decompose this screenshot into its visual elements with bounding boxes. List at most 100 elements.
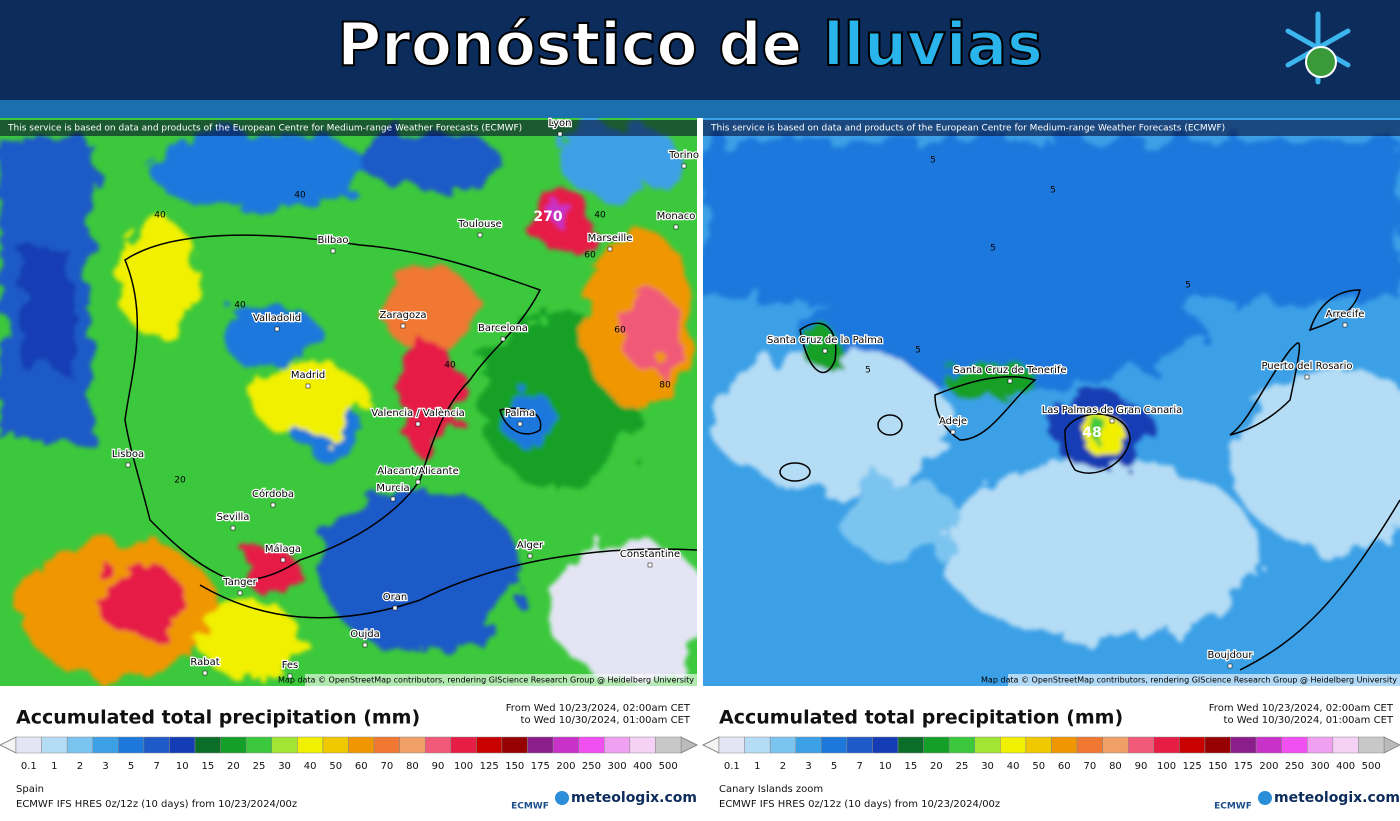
place-marker xyxy=(1109,418,1115,424)
scale-label: 150 xyxy=(1208,761,1227,772)
scale-swatch xyxy=(872,736,899,754)
scale-label: 30 xyxy=(981,761,994,772)
place-marker xyxy=(274,326,280,332)
place-label: Madrid xyxy=(291,370,325,381)
scale-label: 50 xyxy=(1032,761,1045,772)
period-from: From Wed 10/23/2024, 02:00am CET xyxy=(1209,703,1394,714)
scale-label: 20 xyxy=(930,761,943,772)
scale-swatch xyxy=(1281,736,1308,754)
scale-swatch xyxy=(15,736,42,754)
scale-swatch xyxy=(1332,736,1359,754)
place-label: Alacant/Alicante xyxy=(377,466,458,477)
map-credit: Map data © OpenStreetMap contributors, r… xyxy=(981,676,1397,685)
scale-swatch xyxy=(1025,736,1052,754)
scale-swatch xyxy=(1358,736,1385,754)
scale-label: 50 xyxy=(329,761,342,772)
scale-swatch xyxy=(1102,736,1129,754)
scale-label: 80 xyxy=(1109,761,1122,772)
scale-swatch xyxy=(450,736,477,754)
place-marker xyxy=(280,557,286,563)
scale-label: 10 xyxy=(176,761,189,772)
scale-swatch xyxy=(897,736,924,754)
credit-bar xyxy=(1008,674,1400,686)
scale-label: 25 xyxy=(956,761,969,772)
logo-meteologix: meteologix.com xyxy=(1274,790,1400,806)
legend-title: Accumulated total precipitation (mm) xyxy=(16,707,420,729)
scale-label: 70 xyxy=(380,761,393,772)
legend-title: Accumulated total precipitation (mm) xyxy=(719,707,1123,729)
map-spain xyxy=(0,118,697,686)
place-label: Puerto del Rosario xyxy=(1261,361,1352,372)
attribution-bar xyxy=(703,120,1400,136)
scale-swatch xyxy=(1000,736,1027,754)
period-from: From Wed 10/23/2024, 02:00am CET xyxy=(506,703,691,714)
logo-dot xyxy=(555,791,569,805)
place-marker xyxy=(500,336,506,342)
place-label: Torino xyxy=(668,150,699,161)
scale-label: 250 xyxy=(1285,761,1304,772)
place-label: Oujda xyxy=(350,629,379,640)
scale-swatch xyxy=(629,736,656,754)
scale-swatch xyxy=(424,736,452,754)
scale-label: 15 xyxy=(201,761,214,772)
scale-swatch xyxy=(373,736,400,754)
region: Canary Islands zoom xyxy=(719,784,823,795)
place-marker xyxy=(415,421,421,427)
scale-label: 7 xyxy=(153,761,159,772)
place-marker xyxy=(822,348,828,354)
scale-swatch xyxy=(169,736,196,754)
map-canary xyxy=(703,118,1400,686)
scale-swatch xyxy=(795,736,822,754)
credit-bar xyxy=(305,674,697,686)
logo-snowflake xyxy=(1285,11,1351,85)
place-label: Adeje xyxy=(939,416,967,427)
map-credit: Map data © OpenStreetMap contributors, r… xyxy=(278,676,694,685)
logo-ecmwf: ECMWF xyxy=(511,802,549,812)
scale-label: 125 xyxy=(1183,761,1202,772)
logo-meteologix: meteologix.com xyxy=(571,790,697,806)
place-marker xyxy=(607,246,613,252)
place-marker xyxy=(673,224,679,230)
scale-swatch xyxy=(1127,736,1155,754)
model-info: ECMWF IFS HRES 0z/12z (10 days) from 10/… xyxy=(719,799,1000,810)
period-to: to Wed 10/30/2024, 01:00am CET xyxy=(521,715,691,726)
scale-swatch xyxy=(271,736,298,754)
place-label: Fes xyxy=(282,660,299,671)
place-marker xyxy=(557,131,563,137)
contour-label: 40 xyxy=(594,211,606,221)
place-label: Valencia / València xyxy=(371,407,464,419)
scale-label: 150 xyxy=(505,761,524,772)
contour-label: 40 xyxy=(444,361,456,371)
scale-swatch xyxy=(1051,736,1078,754)
scale-label: 175 xyxy=(531,761,550,772)
place-label: Sevilla xyxy=(217,512,250,523)
scale-label: 0.1 xyxy=(724,761,740,772)
scale-label: 90 xyxy=(1135,761,1148,772)
place-marker xyxy=(330,248,336,254)
scale-swatch xyxy=(1153,736,1180,754)
contour-label: 20 xyxy=(174,476,186,486)
contour-label: 48 xyxy=(1082,425,1101,441)
attribution: This service is based on data and produc… xyxy=(710,124,1225,134)
scale-arrow-right xyxy=(680,736,699,754)
place-marker xyxy=(517,421,523,427)
scale-label: 100 xyxy=(454,761,473,772)
place-marker xyxy=(202,670,208,676)
place-label: Barcelona xyxy=(478,323,528,334)
scale-swatch xyxy=(92,736,119,754)
contour-label: 5 xyxy=(915,346,921,356)
model-info: ECMWF IFS HRES 0z/12z (10 days) from 10/… xyxy=(16,799,297,810)
logo-ecmwf: ECMWF xyxy=(1214,802,1252,812)
scale-label: 250 xyxy=(582,761,601,772)
scale-label: 400 xyxy=(1336,761,1355,772)
scale-label: 5 xyxy=(128,761,134,772)
scale-label: 3 xyxy=(102,761,108,772)
scale-label: 1 xyxy=(754,761,760,772)
scale-swatch xyxy=(245,736,273,754)
scale-swatch xyxy=(769,736,796,754)
scale-label: 60 xyxy=(1058,761,1071,772)
place-label: Oran xyxy=(383,592,407,603)
scale-label: 0.1 xyxy=(21,761,37,772)
place-label: Boujdour xyxy=(1207,650,1253,661)
scale-label: 2 xyxy=(780,761,786,772)
